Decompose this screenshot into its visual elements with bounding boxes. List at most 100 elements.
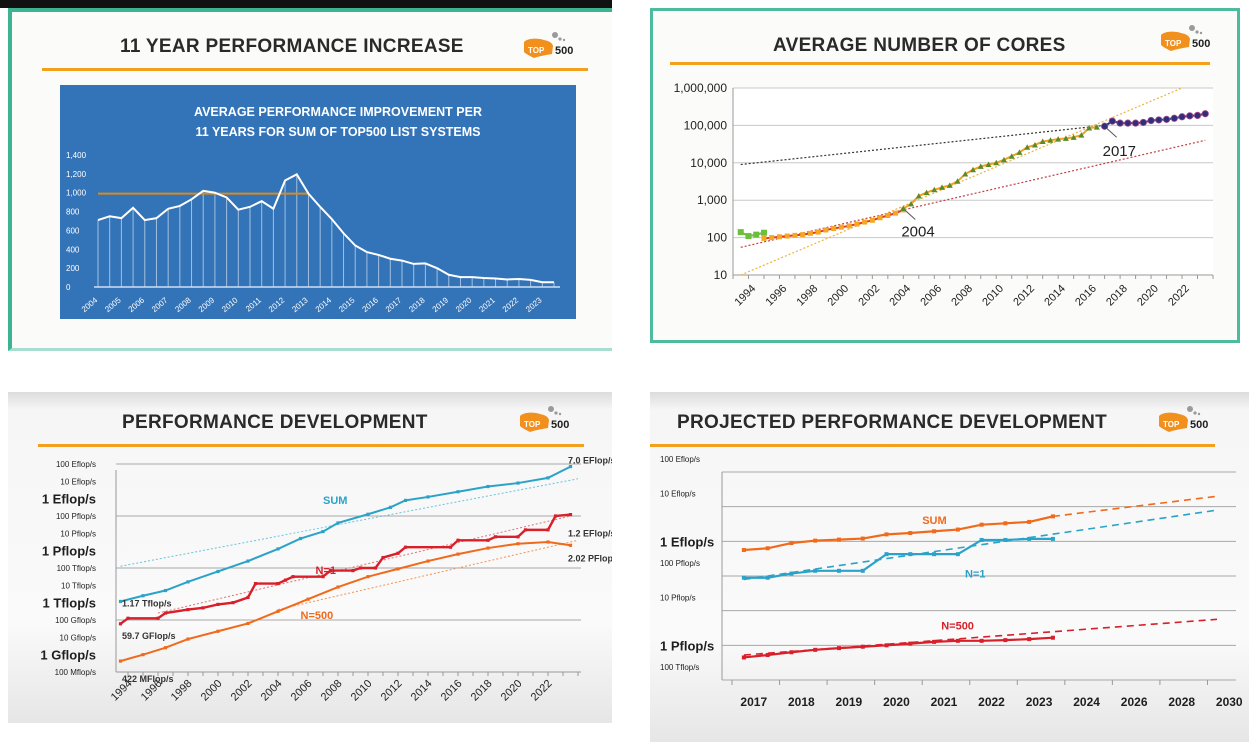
data-point — [381, 556, 385, 560]
top500-logo: TOP 500 — [1159, 23, 1219, 55]
data-point — [908, 641, 913, 646]
data-point — [276, 582, 280, 586]
y-tick-label: 100,000 — [684, 118, 728, 132]
improvement-chart: AVERAGE PERFORMANCE IMPROVEMENT PER 11 YE… — [60, 85, 576, 319]
data-point — [546, 476, 550, 480]
data-point — [836, 568, 841, 573]
series-label: SUM — [323, 495, 347, 507]
data-point — [246, 621, 250, 626]
svg-text:TOP: TOP — [1163, 420, 1180, 429]
data-point — [141, 653, 145, 657]
data-point — [568, 543, 573, 547]
x-tick-label: 2016 — [1073, 283, 1099, 309]
trendline — [277, 539, 579, 611]
y-tick-label: 100 Pflop/s — [660, 559, 700, 568]
data-point — [1201, 110, 1209, 118]
y-tick-label: 1 Eflop/s — [660, 534, 714, 549]
data-point — [789, 650, 794, 655]
data-point — [955, 527, 960, 532]
data-point — [985, 161, 992, 168]
data-point — [156, 616, 160, 620]
data-point — [1086, 125, 1093, 131]
data-point — [246, 559, 250, 563]
x-tick-label: 2008 — [319, 678, 345, 704]
data-point — [979, 522, 984, 527]
data-point — [546, 540, 550, 544]
data-point — [1050, 536, 1055, 541]
top500-logo: TOP 500 — [1157, 404, 1217, 436]
data-point — [186, 608, 190, 612]
data-point — [366, 575, 370, 579]
data-point — [486, 538, 490, 542]
data-point — [1178, 113, 1186, 121]
x-tick-label: 2008 — [949, 283, 975, 309]
y-tick-label: 10,000 — [690, 156, 727, 170]
data-point — [932, 529, 937, 534]
series-label: N=500 — [941, 621, 974, 633]
chart-subtitle: 11 YEARS FOR SUM OF TOP500 LIST SYSTEMS — [195, 125, 480, 139]
y-tick-label: 1 Gflop/s — [40, 648, 96, 663]
panel-projected-performance: PROJECTED PERFORMANCE DEVELOPMENT TOP 50… — [650, 392, 1249, 742]
data-point — [931, 186, 938, 193]
data-point — [813, 647, 818, 652]
y-tick-label: 1,400 — [66, 151, 87, 160]
data-point — [939, 184, 946, 190]
data-point — [970, 166, 976, 173]
trendline — [120, 478, 579, 567]
panel-average-cores: AVERAGE NUMBER OF CORES TOP 500 10 100 1,0… — [650, 8, 1240, 343]
y-tick-label: 1 Pflop/s — [660, 638, 714, 653]
y-tick-label: 1,000 — [697, 193, 727, 207]
data-point — [456, 538, 460, 542]
data-point — [860, 644, 865, 649]
y-tick-label: 100 Mflop/s — [55, 668, 96, 677]
data-point — [955, 638, 960, 643]
x-tick-label: 2006 — [918, 283, 944, 309]
x-tick-label: 2012 — [1011, 283, 1037, 309]
panel-performance-development: PERFORMANCE DEVELOPMENT TOP 500 100 Mflo… — [8, 392, 612, 723]
x-tick-label: 2023 — [1026, 695, 1053, 709]
y-tick-label: 600 — [66, 226, 80, 235]
data-point — [765, 653, 770, 658]
top500-logo-icon: TOP 500 — [1159, 406, 1208, 432]
slide-title: AVERAGE NUMBER OF CORES — [773, 35, 1066, 56]
data-point — [923, 189, 930, 196]
data-point — [741, 575, 746, 580]
data-point — [1003, 521, 1008, 526]
data-point — [1016, 149, 1023, 155]
x-tick-label: 2012 — [379, 678, 405, 704]
data-point — [118, 659, 123, 663]
x-tick-label: 2014 — [1042, 283, 1068, 309]
series-line — [740, 231, 765, 238]
x-tick-label: 2022 — [978, 695, 1005, 709]
svg-text:500: 500 — [555, 45, 573, 57]
data-point — [351, 569, 355, 573]
data-point — [493, 535, 498, 539]
data-point — [908, 552, 913, 557]
data-point — [253, 582, 258, 586]
data-point — [741, 655, 746, 660]
y-tick-label: 800 — [66, 208, 80, 217]
data-point — [186, 637, 190, 641]
data-point — [1050, 635, 1055, 640]
data-point — [141, 594, 145, 598]
data-point — [884, 532, 889, 537]
slide-title: PERFORMANCE DEVELOPMENT — [122, 412, 428, 433]
data-point — [118, 599, 123, 604]
data-point — [741, 548, 746, 552]
data-point — [486, 546, 490, 550]
data-point — [1101, 122, 1109, 130]
data-point — [860, 568, 865, 573]
data-point — [813, 568, 818, 573]
data-point — [1024, 144, 1031, 150]
series-line — [743, 537, 1053, 579]
x-tick-label: 2020 — [499, 678, 525, 704]
series-label: SUM — [922, 515, 946, 527]
data-point — [1193, 111, 1202, 120]
data-point — [516, 481, 520, 485]
x-tick-label: 2010 — [980, 283, 1006, 309]
x-tick-label: 1994 — [733, 283, 759, 309]
data-point — [815, 229, 821, 235]
data-point — [321, 575, 325, 579]
data-point — [291, 575, 295, 579]
data-point — [568, 513, 573, 517]
